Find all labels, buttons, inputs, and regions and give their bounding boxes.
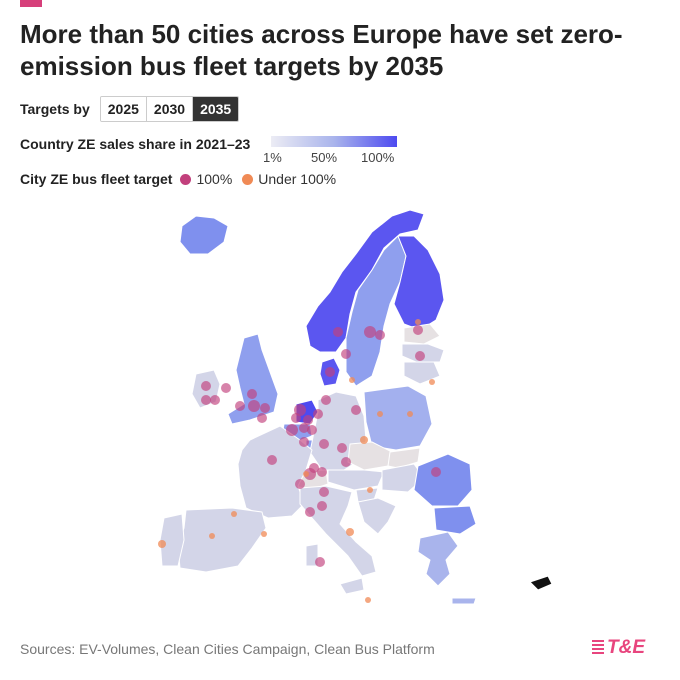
country-romania[interactable] [413,453,473,507]
city-marker[interactable] [429,379,435,385]
year-segmented-control: 2025 2030 2035 [99,96,240,122]
city-marker[interactable] [341,349,351,359]
country-greece-crete[interactable] [451,597,477,605]
city-marker[interactable] [346,528,354,536]
gradient-tick-min: 1% [263,150,282,165]
city-marker[interactable] [286,424,298,436]
city-marker[interactable] [231,511,237,517]
gradient-tick-max: 100% [361,150,395,165]
city-marker[interactable] [415,319,421,325]
city-marker[interactable] [221,383,231,393]
te-logo: T&E [592,637,645,659]
city-marker[interactable] [267,455,277,465]
city-target-label: City ZE bus fleet target [20,171,173,187]
city-marker[interactable] [333,327,343,337]
legend-full-target-label: 100% [196,171,233,187]
under-target-dot [242,173,254,185]
full-target-dot [180,173,192,185]
city-marker[interactable] [201,381,211,391]
country-united-kingdom[interactable] [227,333,279,425]
city-marker[interactable] [257,413,267,423]
legend-under-target-label: Under 100% [258,171,337,187]
city-marker[interactable] [260,403,270,413]
city-marker[interactable] [319,487,329,497]
city-marker[interactable] [319,439,329,449]
city-marker[interactable] [235,401,245,411]
city-marker[interactable] [377,411,383,417]
city-marker[interactable] [407,411,413,417]
country-poland[interactable] [363,385,433,451]
city-marker[interactable] [325,367,335,377]
city-marker[interactable] [351,405,361,415]
under-target-cities [158,319,435,603]
europe-map [158,209,553,605]
country-austria[interactable] [327,469,385,491]
country-portugal[interactable] [159,513,185,567]
city-marker[interactable] [367,487,373,493]
city-marker[interactable] [261,531,267,537]
country-italy-sicily[interactable] [339,577,365,595]
city-marker[interactable] [303,471,309,477]
city-marker[interactable] [291,413,301,423]
city-marker[interactable] [158,540,166,548]
city-marker[interactable] [247,389,257,399]
city-marker[interactable] [431,467,441,477]
city-marker[interactable] [303,415,313,425]
city-marker[interactable] [210,395,220,405]
sales-share-gradient [271,136,397,147]
city-marker[interactable] [315,557,325,567]
city-marker[interactable] [295,479,305,489]
city-marker[interactable] [349,377,355,383]
city-marker[interactable] [304,468,316,480]
gradient-tick-mid: 50% [311,150,338,165]
city-marker[interactable] [201,395,211,405]
city-marker[interactable] [321,395,331,405]
city-target-legend: City ZE bus fleet target 100% Under 100% [20,171,346,187]
chart-title: More than 50 cities across Europe have s… [20,19,623,81]
city-marker[interactable] [209,533,215,539]
country-croatia[interactable] [357,497,397,535]
city-marker[interactable] [248,400,260,412]
targets-label: Targets by [20,101,90,117]
logo-text: T&E [607,637,645,658]
year-button-2035[interactable]: 2035 [193,97,239,121]
city-marker[interactable] [299,437,309,447]
sources-note: Sources: EV-Volumes, Clean Cities Campai… [20,641,435,657]
city-marker[interactable] [365,597,371,603]
country-spain[interactable] [177,507,267,573]
legend-item-full-target: 100% [180,171,232,187]
city-marker[interactable] [413,325,423,335]
sales-share-label: Country ZE sales share in 2021–23 [20,136,251,152]
city-marker[interactable] [337,443,347,453]
country-cyprus[interactable] [529,575,553,591]
city-marker[interactable] [313,409,323,419]
city-marker[interactable] [299,423,309,433]
country-greece[interactable] [417,531,459,587]
logo-bars-icon [592,640,604,654]
city-marker[interactable] [294,404,306,416]
city-marker[interactable] [364,326,376,338]
country-bulgaria[interactable] [433,505,477,535]
accent-bar [20,0,42,7]
country-iceland[interactable] [179,215,229,255]
targets-selector: Targets by 2025 2030 2035 [20,96,240,122]
country-estonia[interactable] [403,323,441,345]
city-marker[interactable] [317,501,327,511]
city-marker[interactable] [317,467,327,477]
city-marker[interactable] [341,457,351,467]
full-target-cities [201,325,441,567]
city-marker[interactable] [307,425,317,435]
city-marker[interactable] [360,436,368,444]
city-marker[interactable] [415,351,425,361]
legend-item-under-target: Under 100% [242,171,336,187]
year-button-2025[interactable]: 2025 [100,97,147,121]
year-button-2030[interactable]: 2030 [146,97,194,121]
city-marker[interactable] [375,330,385,340]
city-marker[interactable] [305,507,315,517]
